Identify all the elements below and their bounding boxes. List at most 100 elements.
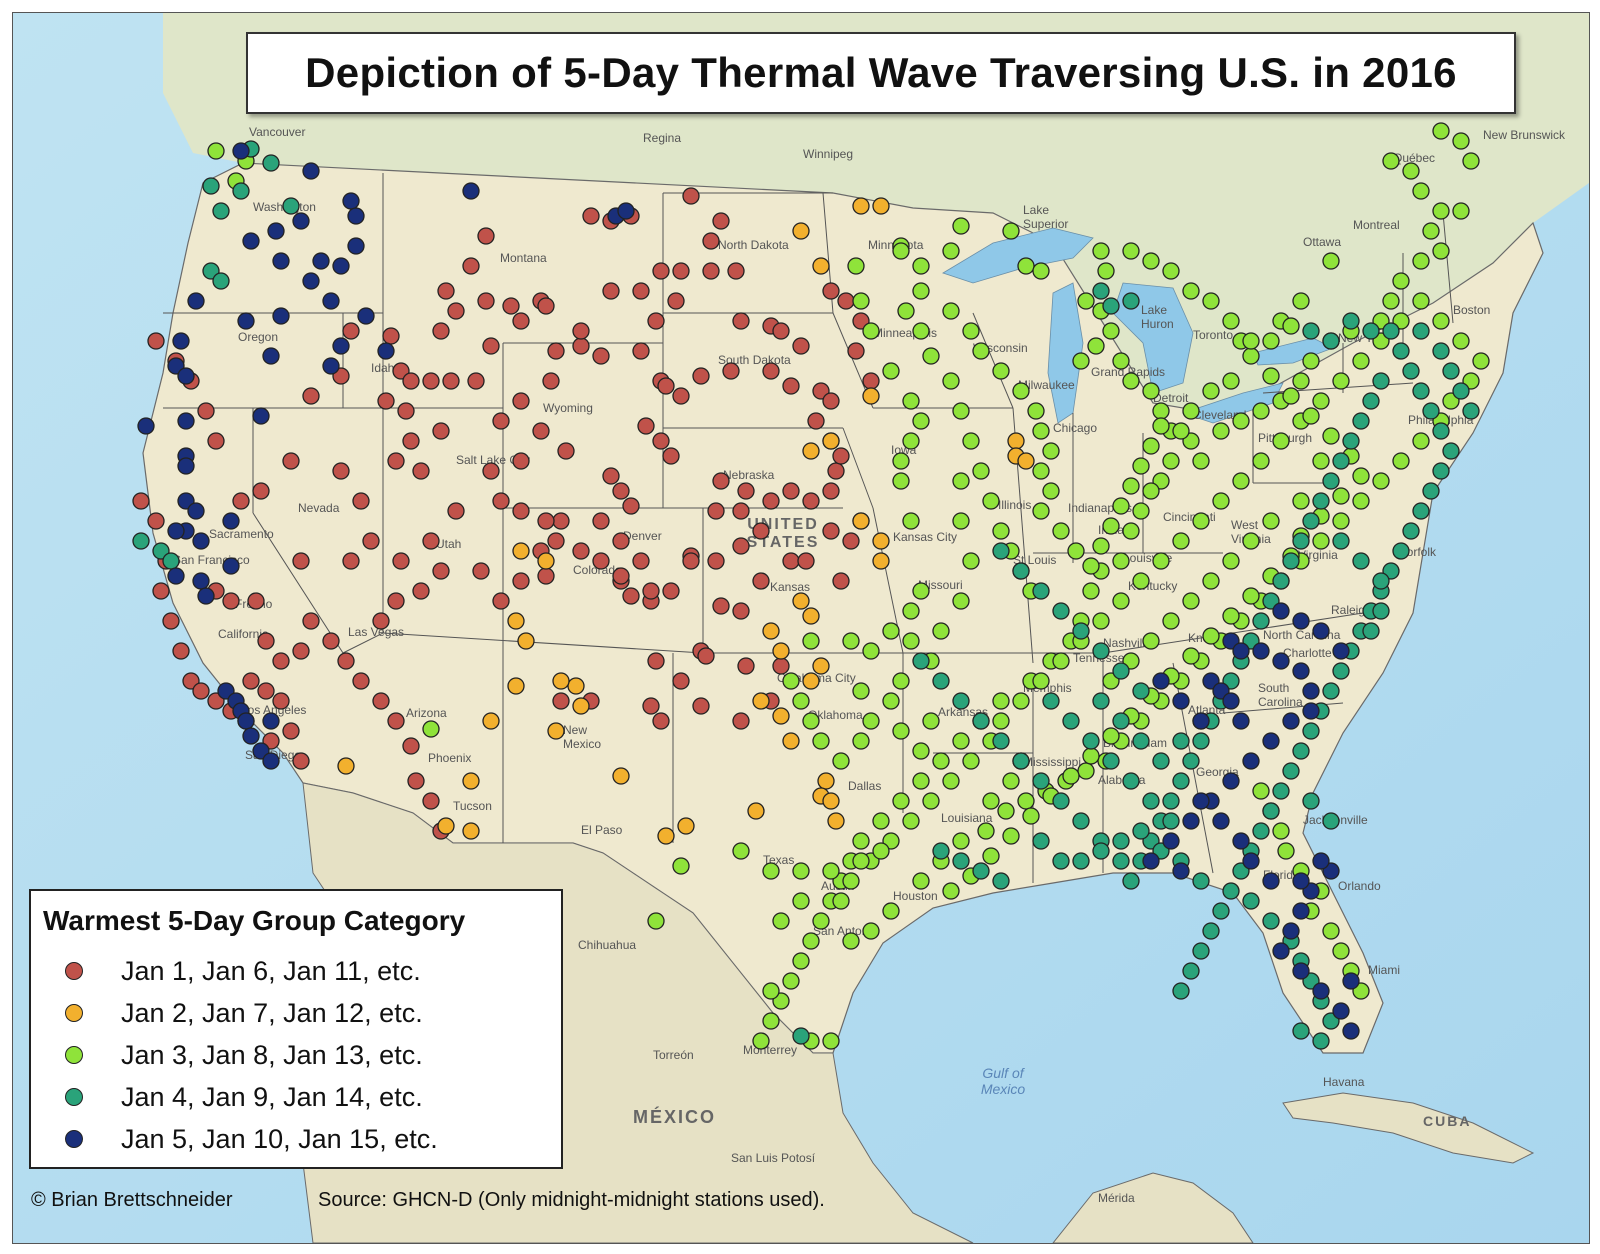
- station-teal-2: [202, 177, 220, 195]
- station-orange-32: [517, 632, 535, 650]
- station-red-117: [612, 532, 630, 550]
- station-teal-58: [1332, 452, 1350, 470]
- station-lightgreen-262: [982, 792, 1000, 810]
- station-lightgreen-205: [942, 302, 960, 320]
- legend-dot-3: [65, 1046, 83, 1064]
- station-red-153: [472, 562, 490, 580]
- station-teal-15: [1382, 322, 1400, 340]
- station-lightgreen-13: [1077, 292, 1095, 310]
- station-red-168: [662, 582, 680, 600]
- station-red-86: [632, 282, 650, 300]
- station-teal-98: [1112, 662, 1130, 680]
- station-lightgreen-84: [752, 1032, 770, 1050]
- station-teal-73: [1182, 752, 1200, 770]
- label-mexico: MÉXICO: [633, 1107, 717, 1127]
- station-navy-35: [167, 567, 185, 585]
- station-teal-52: [1452, 382, 1470, 400]
- label-utah: Utah: [436, 537, 462, 551]
- station-lightgreen-191: [782, 672, 800, 690]
- station-red-4: [207, 432, 225, 450]
- station-red-23: [222, 592, 240, 610]
- station-red-99: [732, 312, 750, 330]
- station-red-24: [247, 592, 265, 610]
- station-navy-16: [177, 367, 195, 385]
- station-lightgreen-113: [1312, 532, 1330, 550]
- station-red-135: [697, 647, 715, 665]
- station-navy-52: [1252, 642, 1270, 660]
- legend-label-4: Jan 4, Jan 9, Jan 14, etc.: [121, 1081, 423, 1112]
- station-navy-93: [1172, 862, 1190, 880]
- legend-item-4: Jan 4, Jan 9, Jan 14, etc.: [65, 1079, 423, 1115]
- station-navy-13: [187, 292, 205, 310]
- station-lightgreen-7: [952, 217, 970, 235]
- station-lightgreen-34: [1382, 292, 1400, 310]
- station-red-187: [842, 532, 860, 550]
- station-lightgreen-62: [1082, 582, 1100, 600]
- station-teal-8: [1092, 282, 1110, 300]
- label-south-carolina: South Carolina: [1258, 681, 1303, 709]
- station-navy-74: [1312, 622, 1330, 640]
- station-navy-36: [222, 512, 240, 530]
- station-navy-73: [1292, 612, 1310, 630]
- station-navy-72: [1272, 602, 1290, 620]
- station-red-186: [832, 572, 850, 590]
- station-lightgreen-272: [1162, 262, 1180, 280]
- station-teal-7: [282, 197, 300, 215]
- station-teal-141: [1372, 602, 1390, 620]
- station-red-171: [782, 552, 800, 570]
- station-navy-21: [357, 307, 375, 325]
- label-san-luis-potosi: San Luis Potosí: [731, 1151, 816, 1165]
- station-lightgreen-279: [1222, 552, 1240, 570]
- label-new-mexico: New Mexico: [563, 723, 602, 751]
- station-red-170: [752, 572, 770, 590]
- station-teal-101: [1052, 602, 1070, 620]
- station-lightgreen-163: [962, 432, 980, 450]
- station-teal-19: [1422, 402, 1440, 420]
- station-red-128: [737, 482, 755, 500]
- station-red-143: [642, 697, 660, 715]
- station-red-74: [512, 452, 530, 470]
- legend: Warmest 5-Day Group Category Jan 1, Jan …: [29, 889, 563, 1169]
- legend-item-1: Jan 1, Jan 6, Jan 11, etc.: [65, 953, 421, 989]
- station-lightgreen-288: [1332, 942, 1350, 960]
- station-lightgreen-261: [872, 842, 890, 860]
- station-red-47: [382, 327, 400, 345]
- station-lightgreen-247: [1062, 767, 1080, 785]
- station-teal-54: [1372, 372, 1390, 390]
- station-lightgreen-193: [842, 632, 860, 650]
- station-red-182: [837, 292, 855, 310]
- station-lightgreen-115: [1352, 492, 1370, 510]
- label-gulf-of-mexico: Gulf of Mexico: [980, 1065, 1026, 1097]
- station-red-175: [822, 482, 840, 500]
- station-orange-0: [792, 222, 810, 240]
- station-red-12: [192, 682, 210, 700]
- station-lightgreen-5: [912, 257, 930, 275]
- station-teal-125: [1242, 892, 1260, 910]
- station-lightgreen-251: [982, 847, 1000, 865]
- station-red-166: [612, 567, 630, 585]
- label-nashville: Nashville: [1103, 636, 1152, 650]
- station-red-60: [467, 372, 485, 390]
- station-lightgreen-178: [892, 722, 910, 740]
- station-red-78: [462, 257, 480, 275]
- station-lightgreen-226: [1242, 347, 1260, 365]
- station-lightgreen-294: [1272, 822, 1290, 840]
- station-lightgreen-224: [1142, 437, 1160, 455]
- station-red-70: [512, 392, 530, 410]
- label-vancouver: Vancouver: [249, 125, 306, 139]
- station-red-18: [282, 722, 300, 740]
- station-teal-82: [1072, 812, 1090, 830]
- station-lightgreen-218: [1082, 557, 1100, 575]
- station-lightgreen-27: [1252, 402, 1270, 420]
- station-lightgreen-128: [1352, 352, 1370, 370]
- station-red-180: [822, 392, 840, 410]
- station-red-174: [802, 492, 820, 510]
- station-lightgreen-43: [1452, 132, 1470, 150]
- station-orange-11: [802, 607, 820, 625]
- station-lightgreen-287: [1322, 922, 1340, 940]
- station-red-80: [437, 282, 455, 300]
- station-red-33: [387, 712, 405, 730]
- station-lightgreen-228: [1282, 387, 1300, 405]
- station-lightgreen-58: [1132, 502, 1150, 520]
- label-ottawa: Ottawa: [1303, 235, 1342, 249]
